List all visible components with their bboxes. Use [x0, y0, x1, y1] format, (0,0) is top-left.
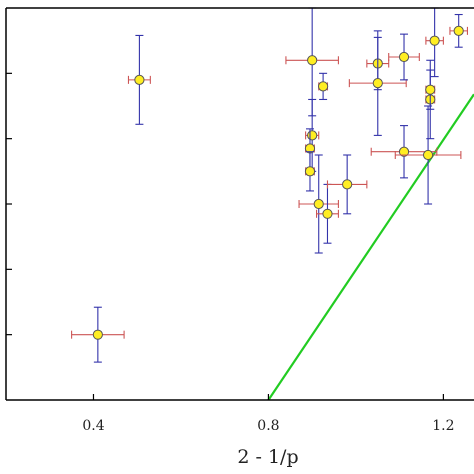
data-marker — [322, 208, 333, 219]
data-marker — [453, 25, 464, 36]
data-marker — [429, 35, 440, 46]
data-point — [318, 72, 329, 101]
data-marker — [398, 51, 410, 63]
data-marker — [307, 55, 318, 66]
data-point — [304, 128, 316, 169]
data-point — [326, 154, 368, 215]
data-point — [348, 30, 407, 136]
data-point — [71, 306, 125, 363]
x-axis-label: 2 - 1/p — [237, 446, 298, 468]
x-tick-label: 1.2 — [432, 418, 454, 434]
data-marker — [422, 149, 434, 161]
data-marker — [342, 179, 353, 190]
data-points-layer — [71, 7, 468, 363]
data-point — [449, 13, 468, 48]
data-point — [315, 183, 339, 244]
data-point — [298, 154, 339, 254]
data-marker — [307, 130, 318, 141]
fit-line — [267, 93, 474, 401]
data-point — [127, 34, 151, 125]
data-point — [425, 69, 436, 110]
data-point — [370, 125, 438, 179]
data-marker — [92, 329, 103, 340]
data-point — [304, 151, 316, 192]
fit-line-layer — [267, 93, 474, 401]
x-ticks-layer: 0.4 0.8 1.2 — [82, 394, 455, 434]
x-tick-label: 0.4 — [82, 418, 104, 434]
data-marker — [318, 81, 329, 92]
x-tick-label: 0.8 — [257, 418, 279, 434]
data-point — [394, 105, 462, 205]
data-marker — [372, 78, 383, 89]
data-marker — [425, 84, 436, 95]
data-marker — [134, 74, 145, 85]
data-point — [388, 33, 420, 81]
data-marker — [313, 198, 324, 210]
y-ticks-layer — [6, 72, 12, 336]
data-marker — [304, 166, 316, 177]
data-marker — [398, 146, 410, 157]
